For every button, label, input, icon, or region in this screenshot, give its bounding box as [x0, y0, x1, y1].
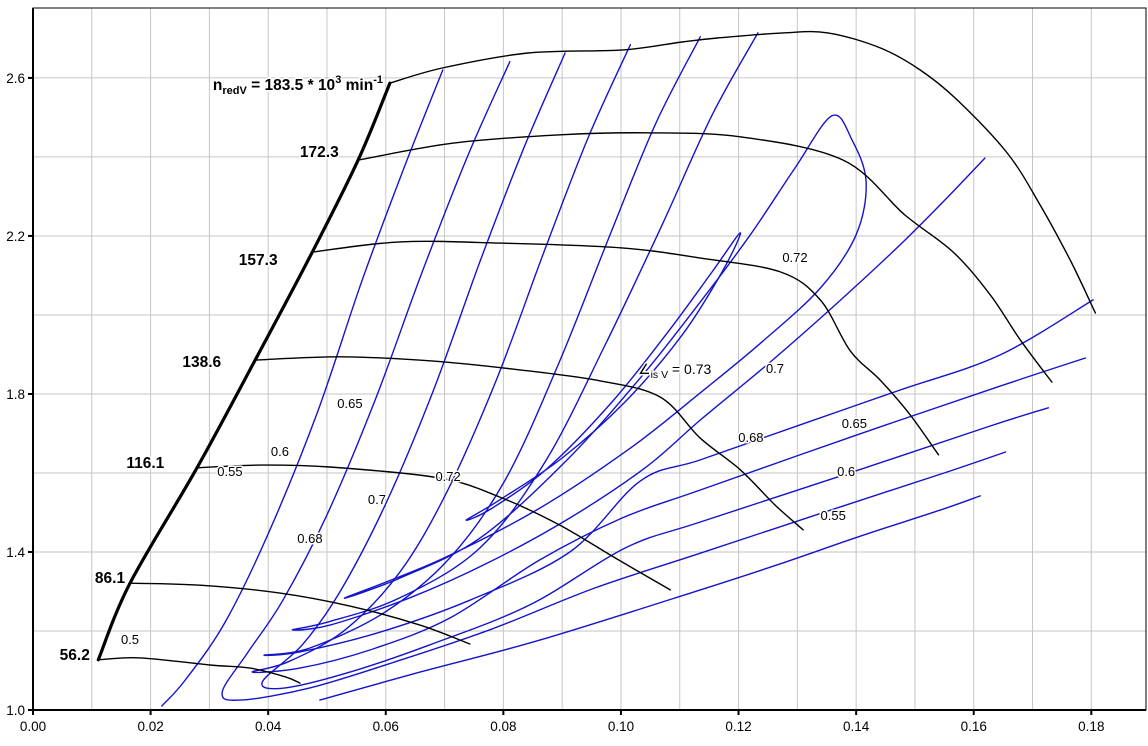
speed-line-172.3	[357, 132, 1053, 383]
x-tick-label: 0.12	[725, 719, 751, 734]
speed-line-157.3	[311, 240, 940, 456]
y-tick-label: 1.8	[6, 387, 25, 402]
efficiency-label: 0.7	[766, 361, 784, 376]
efficiency-label: 0.5	[121, 632, 139, 647]
efficiency-label: 0.65	[337, 396, 362, 411]
speed-title-label: nredV = 183.5 * 103 min-1	[213, 74, 383, 97]
x-tick-label: 0.08	[490, 719, 516, 734]
efficiency-value-labels: 0.5 0.55 0.6 0.65 0.68 0.7 0.72 0.72 0.7 0.68 0.65…	[119, 249, 868, 649]
speed-label-56.2: 56.2	[60, 647, 90, 664]
gridlines	[33, 8, 1146, 710]
efficiency-contour-0.72	[343, 114, 867, 599]
x-tick-label: 0.10	[608, 719, 634, 734]
speed-line-56.2	[97, 657, 301, 684]
speed-label-138.6: 138.6	[182, 354, 221, 371]
x-tick-label: 0.00	[20, 719, 46, 734]
speed-label-86.1: 86.1	[95, 570, 126, 587]
x-tick-label: 0.18	[1078, 719, 1104, 734]
efficiency-contours	[161, 32, 1094, 707]
efficiency-contour-0.5	[161, 69, 444, 707]
efficiency-contour-0.73	[465, 232, 742, 521]
speed-line-86.1	[129, 582, 471, 645]
surge-line	[96, 81, 392, 662]
efficiency-contour-0.55	[221, 61, 1007, 701]
x-tick-label: 0.06	[373, 719, 399, 734]
speed-value-labels: 56.2 86.1 116.1 138.6 157.3 172.3	[58, 143, 340, 666]
efficiency-label: 0.6	[837, 464, 855, 479]
efficiency-label: 0.55	[821, 508, 846, 523]
speed-line-116.1	[196, 464, 671, 591]
speed-label-172.3: 172.3	[300, 144, 339, 161]
speed-line-183.5	[389, 30, 1097, 314]
efficiency-label: 0.68	[738, 430, 763, 445]
speed-label-157.3: 157.3	[239, 252, 278, 269]
x-tick-label: 0.02	[137, 719, 163, 734]
efficiency-label: 0.6	[271, 444, 289, 459]
efficiency-contour-0.68	[263, 36, 1094, 657]
x-tick-label: 0.14	[843, 719, 870, 734]
efficiency-label: 0.7	[368, 492, 386, 507]
speed-label-116.1: 116.1	[126, 455, 164, 472]
y-tick-label: 1.4	[6, 545, 25, 560]
efficiency-contour-0.6	[261, 52, 1050, 690]
efficiency-contour-0.5	[319, 495, 981, 701]
efficiency-label: 0.72	[435, 469, 460, 484]
x-tick-label: 0.16	[961, 719, 987, 734]
plot-frame	[32, 7, 1147, 711]
x-tick-label: 0.04	[255, 719, 282, 734]
efficiency-label: 0.72	[782, 250, 807, 265]
eta-label: ∠is V = 0.73	[638, 361, 711, 381]
efficiency-contour-0.65	[251, 44, 1087, 674]
y-tick-label: 1.0	[6, 703, 25, 718]
y-tick-label: 2.2	[6, 229, 25, 244]
efficiency-label: 0.68	[297, 531, 322, 546]
efficiency-label: 0.65	[842, 416, 867, 431]
axis-labels: 0.00 0.02 0.04 0.06 0.08 0.10 0.12 0.14 0.16 0.18…	[6, 71, 1104, 734]
speed-line-138.6	[254, 356, 804, 531]
efficiency-contour-0.7	[291, 32, 986, 631]
speed-lines	[97, 30, 1097, 684]
efficiency-label: 0.55	[217, 464, 242, 479]
y-tick-label: 2.6	[6, 71, 25, 86]
